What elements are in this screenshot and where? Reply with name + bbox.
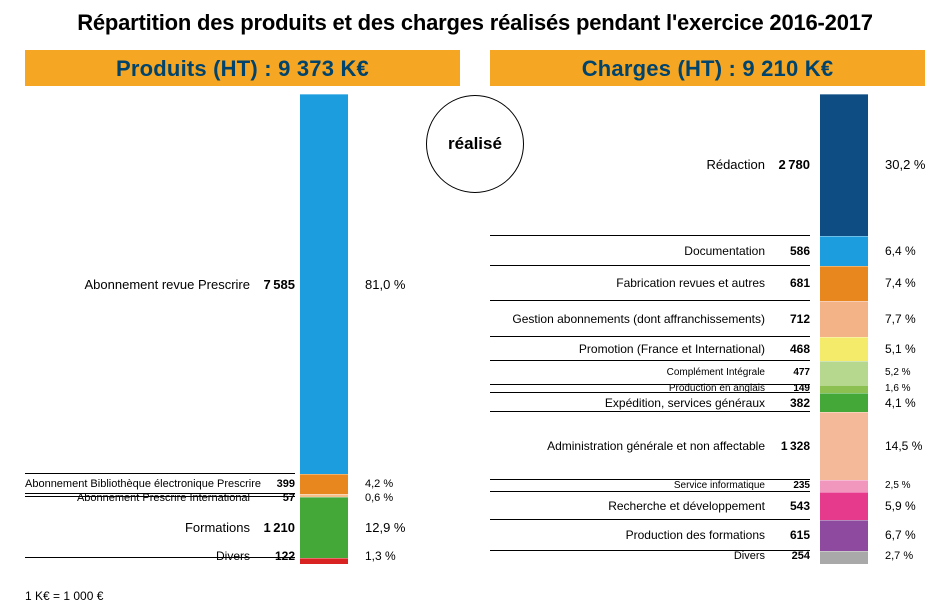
right-bar-seg <box>820 266 868 301</box>
right-bar-seg <box>820 480 868 492</box>
right-row-pct: 7,7 % <box>885 313 916 325</box>
right-row-value: 586 <box>490 245 810 257</box>
right-row-value: 615 <box>490 529 810 541</box>
right-row-value: 254 <box>490 551 810 562</box>
right-bar-seg <box>820 385 868 393</box>
left-row-pct: 81,0 % <box>365 278 405 291</box>
footer-note: 1 K€ = 1 000 € <box>25 589 103 603</box>
right-bar-seg <box>820 361 868 385</box>
left-row-pct: 1,3 % <box>365 550 396 562</box>
right-bar-seg <box>820 301 868 337</box>
right-row-pct: 5,1 % <box>885 343 916 355</box>
right-bar-seg <box>820 236 868 266</box>
right-row-pct: 2,5 % <box>885 481 911 491</box>
left-row-value: 399 <box>25 479 295 490</box>
charges-column: Charges (HT) : 9 210 K€ Rédaction2 78030… <box>490 50 925 564</box>
left-bar-seg <box>300 497 348 558</box>
right-bar-seg <box>820 412 868 480</box>
right-rule <box>490 235 810 236</box>
right-rule <box>490 519 810 520</box>
realise-badge: réalisé <box>426 95 524 193</box>
right-row-value: 149 <box>490 384 810 394</box>
produits-column: Produits (HT) : 9 373 K€ Abonnement revu… <box>25 50 460 564</box>
right-rule <box>490 491 810 492</box>
left-bar-seg <box>300 474 348 494</box>
right-row-value: 681 <box>490 277 810 289</box>
produits-chart: Abonnement revue Prescrire7 58581,0 %Abo… <box>25 94 460 564</box>
right-row-value: 2 780 <box>490 158 810 171</box>
right-row-value: 477 <box>490 368 810 378</box>
right-row-pct: 6,7 % <box>885 529 916 541</box>
right-row-pct: 7,4 % <box>885 277 916 289</box>
right-bar-seg <box>820 520 868 551</box>
right-bar-seg <box>820 551 868 564</box>
right-row-value: 1 328 <box>490 440 810 452</box>
left-row-pct: 12,9 % <box>365 521 405 534</box>
left-row-pct: 0,6 % <box>365 493 393 504</box>
right-bar-seg <box>820 94 868 236</box>
produits-heading: Produits (HT) : 9 373 K€ <box>25 50 460 86</box>
right-bar-seg <box>820 393 868 412</box>
page-title: Répartition des produits et des charges … <box>25 10 925 36</box>
right-row-value: 543 <box>490 500 810 512</box>
charges-chart: Rédaction2 78030,2 %Documentation5866,4 … <box>490 94 925 564</box>
right-row-pct: 6,4 % <box>885 245 916 257</box>
left-row-value: 122 <box>25 550 295 562</box>
right-bar <box>820 94 868 564</box>
right-rule <box>490 336 810 337</box>
right-row-value: 382 <box>490 397 810 409</box>
right-row-pct: 5,9 % <box>885 500 916 512</box>
right-row-value: 712 <box>490 313 810 325</box>
right-bar-seg <box>820 337 868 361</box>
right-rule <box>490 300 810 301</box>
right-bar-seg <box>820 492 868 520</box>
right-row-pct: 1,6 % <box>885 384 911 394</box>
right-rule <box>490 265 810 266</box>
left-bar-seg <box>300 558 348 564</box>
right-rule <box>490 360 810 361</box>
left-row-value: 57 <box>25 493 295 504</box>
right-row-pct: 5,2 % <box>885 368 911 378</box>
right-row-value: 468 <box>490 343 810 355</box>
left-row-value: 1 210 <box>25 521 295 534</box>
right-row-pct: 4,1 % <box>885 397 916 409</box>
left-rule <box>25 473 295 474</box>
right-row-pct: 14,5 % <box>885 440 922 452</box>
right-row-value: 235 <box>490 481 810 491</box>
left-bar-seg <box>300 94 348 474</box>
right-rule <box>490 411 810 412</box>
charges-heading: Charges (HT) : 9 210 K€ <box>490 50 925 86</box>
right-row-pct: 30,2 % <box>885 158 925 171</box>
right-row-pct: 2,7 % <box>885 551 913 562</box>
left-row-pct: 4,2 % <box>365 479 393 490</box>
left-bar <box>300 94 348 564</box>
left-row-value: 7 585 <box>25 278 295 291</box>
